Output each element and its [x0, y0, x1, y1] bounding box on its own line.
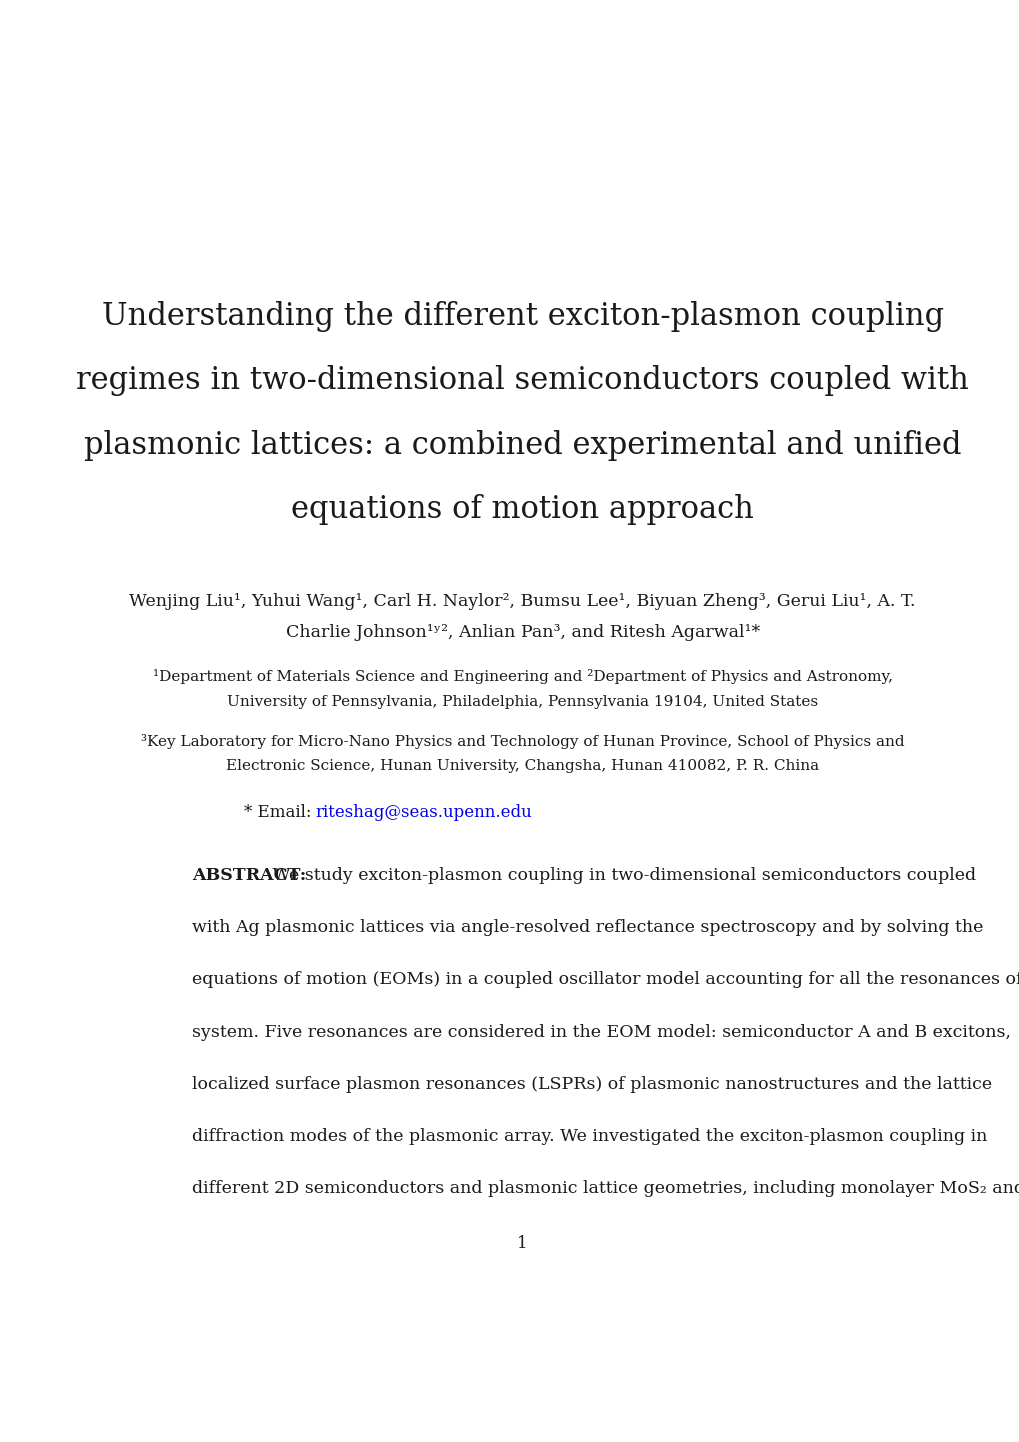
Text: riteshag@seas.upenn.edu: riteshag@seas.upenn.edu [315, 803, 532, 820]
Text: localized surface plasmon resonances (LSPRs) of plasmonic nanostructures and the: localized surface plasmon resonances (LS… [193, 1076, 991, 1093]
Text: equations of motion approach: equations of motion approach [291, 495, 753, 525]
Text: University of Pennsylvania, Philadelphia, Pennsylvania 19104, United States: University of Pennsylvania, Philadelphia… [227, 695, 817, 709]
Text: diffraction modes of the plasmonic array. We investigated the exciton-plasmon co: diffraction modes of the plasmonic array… [193, 1128, 986, 1145]
Text: Understanding the different exciton-plasmon coupling: Understanding the different exciton-plas… [102, 301, 943, 332]
Text: plasmonic lattices: a combined experimental and unified: plasmonic lattices: a combined experimen… [84, 430, 961, 460]
Text: system. Five resonances are considered in the EOM model: semiconductor A and B e: system. Five resonances are considered i… [193, 1024, 1010, 1041]
Text: 1: 1 [517, 1236, 528, 1252]
Text: We study exciton-plasmon coupling in two-dimensional semiconductors coupled: We study exciton-plasmon coupling in two… [267, 867, 975, 884]
Text: equations of motion (EOMs) in a coupled oscillator model accounting for all the : equations of motion (EOMs) in a coupled … [193, 972, 1019, 988]
Text: * Email:: * Email: [245, 803, 317, 820]
Text: with Ag plasmonic lattices via angle-resolved reflectance spectroscopy and by so: with Ag plasmonic lattices via angle-res… [193, 919, 982, 936]
Text: different 2D semiconductors and plasmonic lattice geometries, including monolaye: different 2D semiconductors and plasmoni… [193, 1180, 1019, 1197]
Text: Wenjing Liu¹, Yuhui Wang¹, Carl H. Naylor², Bumsu Lee¹, Biyuan Zheng³, Gerui Liu: Wenjing Liu¹, Yuhui Wang¹, Carl H. Naylo… [129, 593, 915, 610]
Text: ³Key Laboratory for Micro-Nano Physics and Technology of Hunan Province, School : ³Key Laboratory for Micro-Nano Physics a… [141, 734, 904, 748]
Text: ABSTRACT:: ABSTRACT: [193, 867, 307, 884]
Text: Electronic Science, Hunan University, Changsha, Hunan 410082, P. R. China: Electronic Science, Hunan University, Ch… [226, 760, 818, 773]
Text: regimes in two-dimensional semiconductors coupled with: regimes in two-dimensional semiconductor… [76, 365, 968, 397]
Text: Charlie Johnson¹ʸ², Anlian Pan³, and Ritesh Agarwal¹*: Charlie Johnson¹ʸ², Anlian Pan³, and Rit… [285, 624, 759, 640]
Text: ¹Department of Materials Science and Engineering and ²Department of Physics and : ¹Department of Materials Science and Eng… [153, 669, 892, 685]
